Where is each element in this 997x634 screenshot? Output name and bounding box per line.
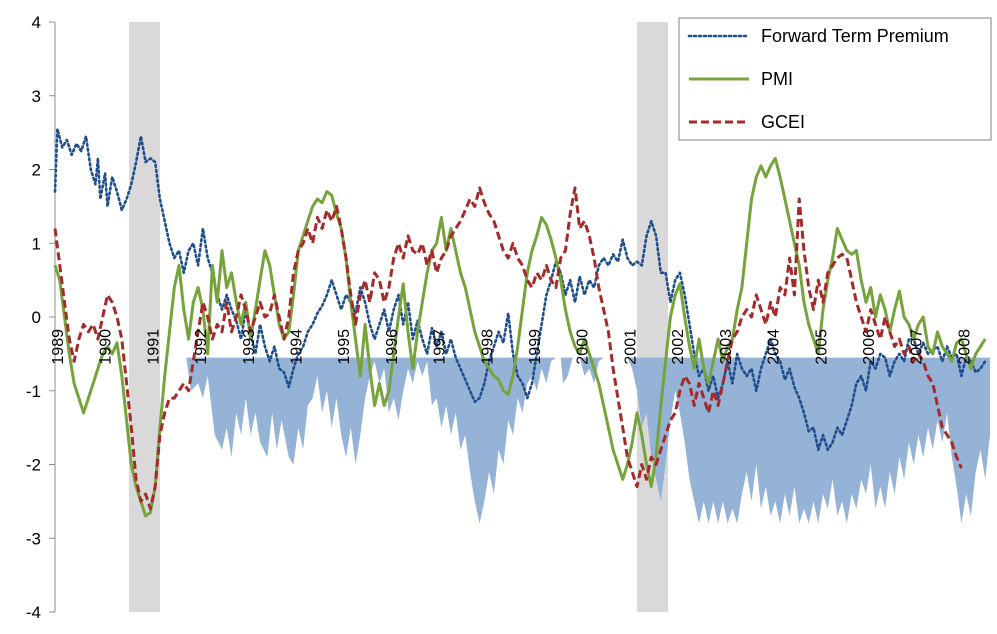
x-tick-label: 1994 (289, 329, 306, 365)
y-tick-label: 0 (32, 308, 41, 327)
shaded-area (186, 357, 990, 524)
x-tick-label: 1993 (241, 329, 258, 365)
x-tick-label: 1999 (527, 329, 544, 365)
x-tick-label: 2001 (622, 329, 639, 365)
y-tick-label: -1 (26, 382, 41, 401)
legend-label-3: GCEI (761, 112, 805, 132)
y-tick-label: 3 (32, 87, 41, 106)
y-tick-labels: 4 3 2 1 0 -1 -2 -3 -4 (26, 13, 41, 622)
legend-label-2: PMI (761, 69, 793, 89)
series-line-2 (53, 156, 987, 518)
x-tick-labels: 1989 1990 1991 1992 1993 1994 1995 1996 1997 1998… (50, 329, 973, 365)
x-tick-label: 1991 (145, 329, 162, 365)
x-tick-label: 2005 (813, 329, 830, 365)
x-tick-label: 2002 (670, 329, 687, 365)
y-tick-label: 2 (32, 161, 41, 180)
recession-bands (128, 22, 668, 612)
x-tick-label: 1996 (384, 329, 401, 365)
x-tick-label: 2003 (718, 329, 735, 365)
x-tick-label: 2004 (766, 329, 783, 365)
y-tick-label: -3 (26, 529, 41, 548)
series-layer (53, 127, 987, 518)
shaded-area-layer (186, 357, 990, 524)
y-tick-label: -2 (26, 456, 41, 475)
recession-band-2 (636, 22, 668, 612)
x-tick-label: 2000 (575, 329, 592, 365)
x-tick-label: 1998 (479, 329, 496, 365)
recession-band-1 (128, 22, 160, 612)
x-tick-label: 2006 (861, 329, 878, 365)
x-tick-label: 1989 (50, 329, 67, 365)
x-tick-label: 2008 (956, 329, 973, 365)
y-axis (49, 21, 56, 613)
x-tick-label: 1997 (432, 329, 449, 365)
x-tick-label: 1995 (336, 329, 353, 365)
series-line-3 (53, 186, 963, 511)
y-tick-label: 4 (32, 13, 41, 32)
x-tick-label: 2007 (909, 329, 926, 365)
x-tick-label: 1992 (193, 329, 210, 365)
legend-label-1: Forward Term Premium (761, 26, 949, 46)
y-tick-label: -4 (26, 603, 41, 622)
y-tick-label: 1 (32, 234, 41, 253)
x-tick-label: 1990 (98, 329, 115, 365)
legend: Forward Term Premium PMI GCEI (678, 17, 992, 141)
